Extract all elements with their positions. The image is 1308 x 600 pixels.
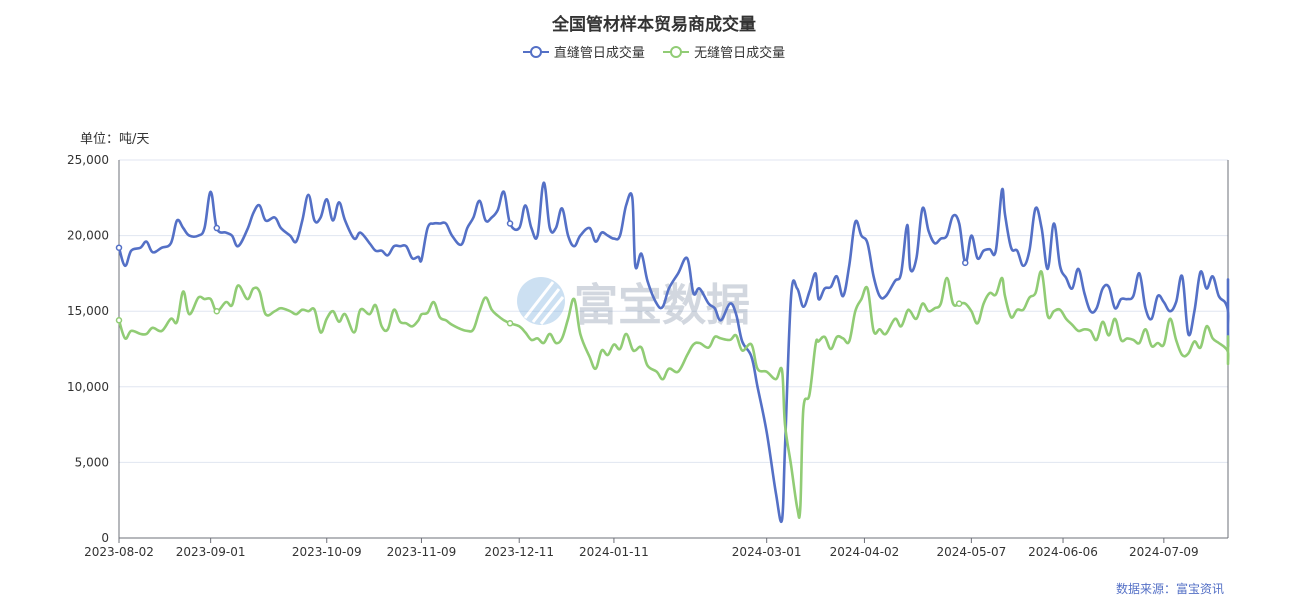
y-tick-labels: 0 5,000 10,000 15,000 20,000 25,000 bbox=[67, 153, 109, 545]
x-tick-label: 2024-06-06 bbox=[1028, 545, 1098, 559]
watermark-logo-icon bbox=[517, 277, 565, 325]
data-point-seamless bbox=[506, 320, 514, 327]
y-tick-label: 20,000 bbox=[67, 229, 109, 243]
y-tick-label: 15,000 bbox=[67, 304, 109, 318]
series-line-seamless bbox=[117, 270, 1230, 519]
data-point-welded bbox=[213, 224, 221, 232]
y-tick-label: 10,000 bbox=[67, 380, 109, 394]
y-tick-label: 0 bbox=[101, 531, 109, 545]
series-seamless bbox=[115, 270, 1230, 519]
series-line-welded bbox=[117, 181, 1230, 524]
watermark-logo-stripes bbox=[523, 281, 565, 325]
data-point-seamless bbox=[955, 300, 963, 307]
watermark-text: 富宝数据 bbox=[574, 280, 750, 331]
gridlines bbox=[119, 159, 1228, 463]
legend-item-seamless[interactable]: 无缝管日成交量 bbox=[663, 42, 785, 61]
data-point-seamless bbox=[213, 307, 221, 315]
data-point-welded bbox=[115, 244, 123, 251]
legend: 直缝管日成交量 无缝管日成交量 bbox=[0, 42, 1308, 63]
y-axis-unit-label: 单位：吨/天 bbox=[80, 132, 150, 147]
data-point-welded bbox=[962, 259, 969, 267]
legend-swatch-welded bbox=[522, 45, 549, 59]
x-tick-label: 2024-05-07 bbox=[936, 545, 1006, 559]
chart-title: 全国管材样本贸易商成交量 bbox=[552, 15, 756, 35]
x-tick-label: 2024-04-02 bbox=[830, 545, 900, 559]
data-point-seamless bbox=[115, 317, 123, 324]
x-tick-labels: 2023-08-02 2023-09-01 2023-10-09 2023-11-09… bbox=[84, 538, 1199, 559]
watermark: 富宝数据 bbox=[517, 277, 750, 331]
y-tick-label: 25,000 bbox=[67, 153, 109, 167]
series-welded bbox=[115, 181, 1230, 524]
x-tick-label: 2023-08-02 bbox=[84, 545, 154, 559]
data-point-welded bbox=[506, 220, 514, 227]
x-tick-label: 2023-09-01 bbox=[176, 545, 246, 559]
legend-swatch-seamless bbox=[663, 45, 690, 59]
x-tick-label: 2023-10-09 bbox=[292, 545, 362, 559]
legend-label-seamless: 无缝管日成交量 bbox=[694, 46, 786, 61]
x-tick-label: 2024-03-01 bbox=[732, 545, 802, 559]
legend-item-welded[interactable]: 直缝管日成交量 bbox=[522, 42, 645, 61]
y-tick-label: 5,000 bbox=[75, 455, 109, 469]
x-tick-label: 2023-12-11 bbox=[484, 545, 554, 559]
axes bbox=[118, 160, 1229, 539]
series-layer bbox=[115, 181, 1230, 524]
x-tick-label: 2024-01-11 bbox=[579, 545, 649, 559]
x-tick-label: 2024-07-09 bbox=[1129, 545, 1199, 559]
source-note: 数据来源：富宝资讯 bbox=[1115, 582, 1224, 596]
x-tick-label: 2023-11-09 bbox=[387, 545, 457, 559]
legend-label-welded: 直缝管日成交量 bbox=[553, 46, 645, 61]
